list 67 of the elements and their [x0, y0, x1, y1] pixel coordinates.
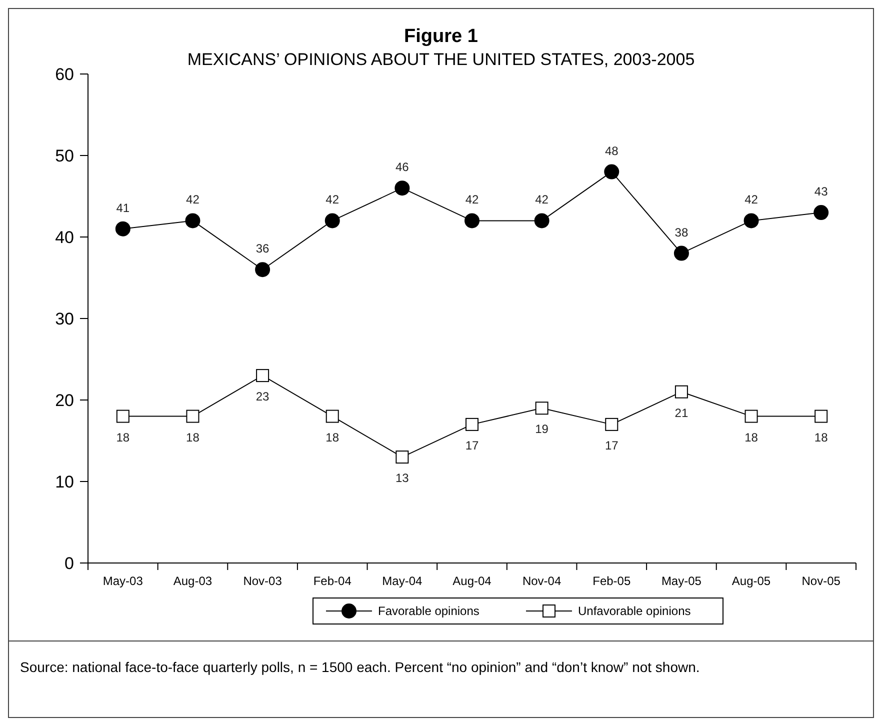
- x-tick-label: Aug-05: [732, 574, 771, 588]
- point: [186, 410, 200, 423]
- point: [255, 262, 270, 278]
- point: [464, 213, 480, 228]
- point: [674, 246, 689, 261]
- data-label: 38: [674, 225, 688, 240]
- data-label: 42: [744, 192, 758, 207]
- x-tick-label: May-03: [102, 574, 144, 588]
- data-label: 43: [814, 184, 828, 199]
- data-label: 23: [256, 390, 270, 404]
- data-label: 21: [674, 406, 688, 420]
- x-tick-label: Nov-03: [243, 574, 282, 588]
- y-tick-label: 50: [55, 146, 74, 166]
- point: [324, 213, 340, 228]
- data-label: 42: [326, 192, 340, 207]
- point: [535, 402, 548, 415]
- data-label: 42: [535, 192, 549, 207]
- data-label: 41: [116, 200, 130, 215]
- source-note: Source: national face-to-face quarterly polls, n = 1500 each. Percent “no opinion” and “don’t know” not shown.: [20, 659, 700, 675]
- point: [394, 180, 410, 196]
- point: [744, 213, 759, 228]
- chart-subtitle: MEXICANS’ OPINIONS ABOUT THE UNITED STATES, 2003-2005: [187, 50, 695, 69]
- data-label: 42: [465, 192, 479, 207]
- point: [396, 450, 409, 464]
- data-label: 36: [256, 242, 270, 256]
- x-tick-label: Nov-04: [522, 574, 562, 588]
- point: [674, 385, 688, 398]
- point: [115, 221, 130, 236]
- data-label: 18: [814, 430, 828, 444]
- data-label: 13: [396, 471, 410, 486]
- point: [466, 418, 478, 431]
- data-label: 46: [396, 160, 410, 174]
- x-tick-label: Nov-05: [802, 574, 841, 588]
- data-label: 18: [116, 430, 130, 444]
- data-label: 48: [604, 144, 619, 158]
- point: [605, 418, 618, 431]
- data-label: 18: [186, 430, 200, 444]
- data-label: 42: [186, 192, 200, 207]
- point: [185, 213, 200, 228]
- point: [814, 205, 829, 220]
- x-tick-label: Feb-05: [592, 574, 631, 588]
- point: [256, 369, 270, 382]
- y-tick-label: 0: [64, 554, 74, 573]
- data-label: 19: [535, 422, 549, 436]
- legend-label: Favorable opinions: [378, 604, 480, 618]
- point: [116, 410, 130, 423]
- x-tick-label: May-04: [382, 574, 423, 588]
- x-tick-label: Aug-04: [452, 574, 492, 588]
- point: [744, 410, 758, 423]
- y-tick-label: 30: [55, 310, 74, 328]
- x-tick-label: May-05: [661, 574, 702, 588]
- x-tick-label: Feb-04: [313, 574, 352, 588]
- data-label: 17: [604, 438, 619, 452]
- legend-label: Unfavorable opinions: [578, 604, 691, 618]
- y-tick-label: 60: [55, 65, 74, 84]
- point: [326, 410, 339, 423]
- y-tick-label: 10: [55, 472, 74, 492]
- y-tick-label: 40: [55, 228, 74, 247]
- point: [814, 410, 828, 423]
- data-label: 17: [465, 438, 479, 452]
- x-tick-label: Aug-03: [173, 574, 212, 588]
- data-label: 18: [326, 430, 340, 444]
- point: [534, 213, 550, 228]
- chart-title: Figure 1: [404, 26, 478, 47]
- data-label: 18: [744, 430, 758, 444]
- point: [604, 164, 620, 180]
- y-tick-label: 20: [55, 391, 74, 410]
